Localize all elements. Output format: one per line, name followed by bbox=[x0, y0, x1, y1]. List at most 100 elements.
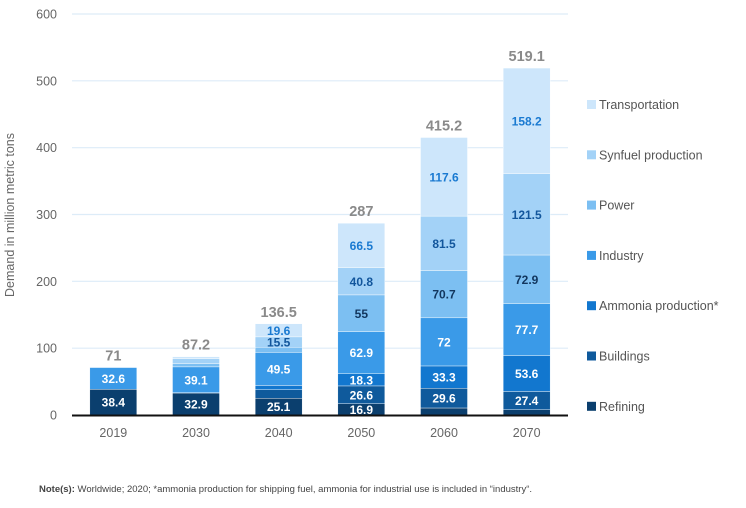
total-label: 71 bbox=[105, 349, 121, 365]
segment-label: 70.7 bbox=[432, 288, 456, 302]
segment-label: 158.2 bbox=[512, 114, 542, 128]
legend-label: Ammonia production* bbox=[599, 299, 719, 313]
footnote: Note(s): Worldwide; 2020; *ammonia produ… bbox=[39, 484, 532, 495]
x-tick-label: 2060 bbox=[430, 426, 458, 440]
bar-group-2040: 25.1 49.5 15.519.6 136.5 bbox=[254, 305, 303, 416]
legend-swatch bbox=[587, 301, 596, 311]
legend-item: Industry bbox=[587, 249, 644, 263]
bar-segment bbox=[254, 389, 303, 399]
segment-label: 39.1 bbox=[184, 373, 208, 387]
legend: Transportation Synfuel production Power Ind… bbox=[587, 98, 719, 414]
legend-item: Transportation bbox=[587, 98, 679, 112]
bar-segment bbox=[502, 173, 551, 256]
bar-segment bbox=[502, 67, 551, 174]
legend-item: Ammonia production* bbox=[587, 299, 719, 313]
legend-label: Buildings bbox=[599, 350, 650, 364]
y-tick-label: 400 bbox=[36, 141, 57, 155]
bar-segment bbox=[337, 294, 386, 332]
bar-segment bbox=[89, 367, 138, 390]
legend-item: Synfuel production bbox=[587, 148, 703, 162]
segment-label: 117.6 bbox=[429, 170, 459, 184]
segment-label: 121.5 bbox=[512, 208, 542, 222]
bar-segment bbox=[502, 409, 551, 416]
legend-swatch bbox=[587, 100, 596, 109]
x-tick-label: 2019 bbox=[99, 426, 127, 440]
segment-label: 62.9 bbox=[350, 346, 374, 360]
bar-segment bbox=[420, 270, 468, 319]
y-tick-label: 100 bbox=[36, 342, 57, 356]
segment-label: 53.6 bbox=[515, 367, 539, 381]
total-label: 415.2 bbox=[426, 119, 462, 135]
segment-label: 15.5 bbox=[267, 336, 291, 350]
legend-label: Synfuel production bbox=[599, 148, 703, 162]
segment-label: 38.4 bbox=[102, 396, 126, 410]
bar-group-2019: 38.4 32.6 71 bbox=[89, 349, 138, 416]
y-tick-label: 600 bbox=[36, 8, 57, 22]
segment-label: 66.5 bbox=[350, 239, 374, 253]
x-tick-label: 2040 bbox=[265, 426, 293, 440]
y-tick-label: 500 bbox=[36, 74, 57, 88]
bar-group-2060: 29.6 33.3 72 70.7 81.5 117.6 415.2 bbox=[420, 119, 468, 416]
legend-label: Transportation bbox=[599, 98, 679, 112]
legend-item: Refining bbox=[587, 400, 645, 414]
x-tick-label: 2050 bbox=[347, 426, 375, 440]
legend-label: Refining bbox=[599, 400, 645, 414]
x-tick-label: 2030 bbox=[182, 426, 210, 440]
segment-label: 19.6 bbox=[267, 324, 291, 338]
bars: 38.4 32.6 71 32.9 39.1 87.2 25.1 49.5 15.519.6 13… bbox=[89, 49, 551, 417]
bar-segment bbox=[254, 385, 303, 390]
bar-segment bbox=[337, 267, 386, 296]
bar-segment bbox=[172, 358, 220, 364]
legend-swatch bbox=[587, 200, 596, 210]
segment-label: 32.9 bbox=[184, 398, 208, 412]
legend-label: Power bbox=[599, 199, 634, 213]
bar-segment bbox=[502, 303, 551, 356]
y-tick-label: 300 bbox=[36, 208, 57, 222]
segment-label: 72 bbox=[437, 335, 451, 349]
y-axis-title: Demand in million metric tons bbox=[3, 133, 17, 297]
segment-label: 77.7 bbox=[515, 323, 539, 337]
segment-label: 81.5 bbox=[432, 237, 456, 251]
bar-segment bbox=[172, 356, 220, 359]
bar-group-2030: 32.9 39.1 87.2 bbox=[172, 338, 220, 416]
total-label: 519.1 bbox=[509, 49, 545, 65]
segment-label: 49.5 bbox=[267, 362, 291, 376]
segment-label: 55 bbox=[355, 307, 369, 321]
footnote-text: Worldwide; 2020; *ammonia production for… bbox=[74, 484, 532, 495]
bar-segment bbox=[420, 137, 468, 217]
x-tick-label: 2070 bbox=[513, 426, 541, 440]
bar-segment bbox=[337, 222, 386, 268]
gridlines bbox=[72, 13, 568, 349]
segment-label: 72.9 bbox=[515, 273, 539, 287]
segment-label: 32.6 bbox=[102, 372, 126, 386]
x-axis-ticks: 2019 2030 2040 2050 2060 2070 bbox=[99, 426, 540, 440]
legend-label: Industry bbox=[599, 249, 644, 263]
bar-segment bbox=[420, 215, 468, 271]
segment-label: 40.8 bbox=[350, 275, 374, 289]
bar-segment bbox=[502, 355, 551, 392]
bar-segment bbox=[420, 317, 468, 367]
bar-segment bbox=[172, 363, 220, 368]
bar-group-2070: 27.4 53.6 77.7 72.9 121.5 158.2 519.1 bbox=[502, 49, 551, 416]
segment-label: 33.3 bbox=[432, 371, 456, 385]
segment-label: 18.3 bbox=[350, 373, 374, 387]
total-label: 287 bbox=[349, 204, 373, 220]
y-axis-ticks: 0 100 200 300 400 500 600 bbox=[36, 8, 57, 423]
legend-swatch bbox=[587, 401, 596, 411]
total-label: 136.5 bbox=[261, 305, 297, 321]
bar-segment bbox=[254, 352, 303, 386]
y-tick-label: 0 bbox=[50, 409, 57, 423]
segment-label: 29.6 bbox=[432, 392, 456, 406]
legend-item: Power bbox=[587, 199, 634, 213]
bar-segment bbox=[254, 323, 303, 338]
legend-swatch bbox=[587, 250, 596, 260]
segment-label: 16.9 bbox=[350, 403, 374, 417]
segment-label: 26.6 bbox=[350, 388, 374, 402]
legend-swatch bbox=[587, 351, 596, 361]
total-label: 87.2 bbox=[182, 338, 210, 354]
bar-segment bbox=[420, 407, 468, 416]
y-tick-label: 200 bbox=[36, 275, 57, 289]
bar-group-2050: 16.926.618.3 62.9 55 40.8 66.5 287 bbox=[337, 204, 386, 417]
segment-label: 25.1 bbox=[267, 400, 291, 414]
